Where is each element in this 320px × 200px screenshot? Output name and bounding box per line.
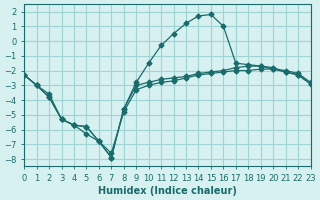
X-axis label: Humidex (Indice chaleur): Humidex (Indice chaleur)	[98, 186, 237, 196]
